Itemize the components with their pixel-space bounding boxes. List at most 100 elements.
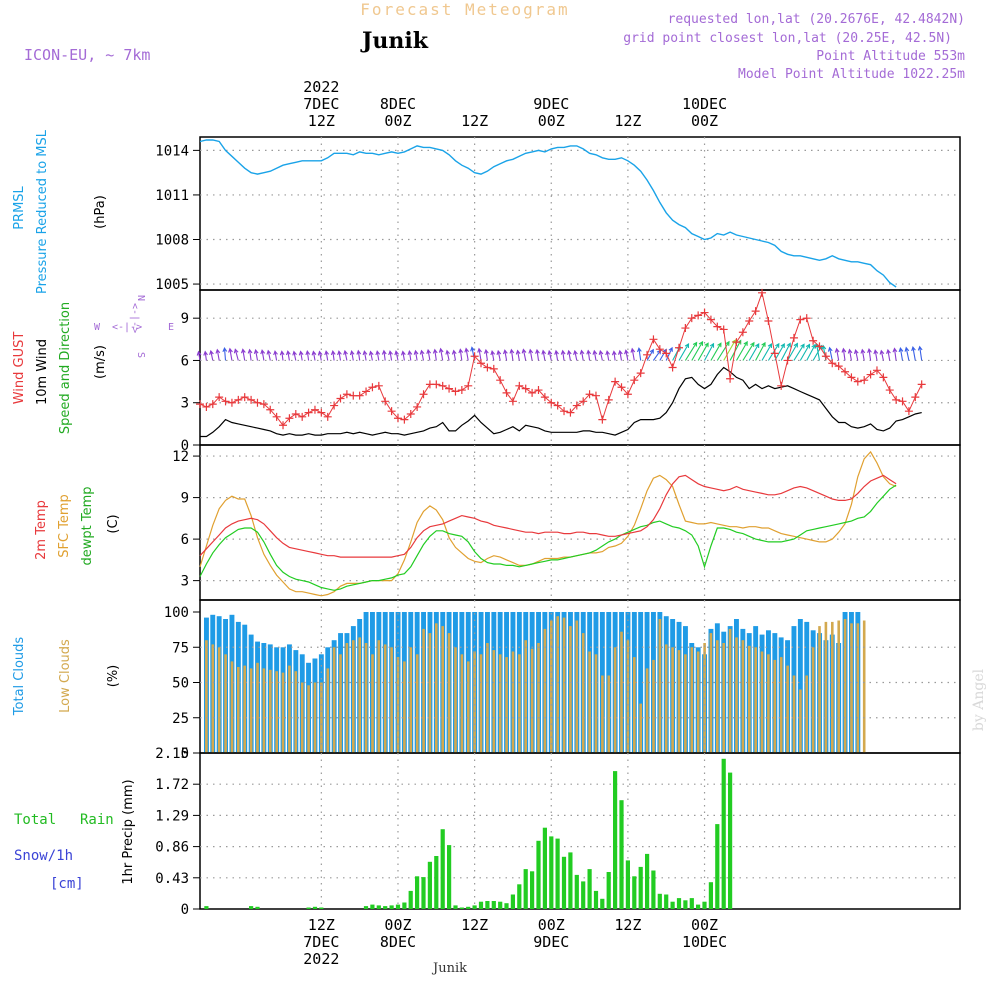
y-tick-label: 9 [181, 311, 189, 327]
wind-arrow [617, 349, 623, 361]
low-cloud-bar [658, 619, 662, 753]
low-cloud-bar [256, 662, 259, 753]
y-tick-label: 0.86 [155, 840, 189, 856]
precip-bar [466, 906, 471, 909]
temp-ylabel: (C) [106, 514, 121, 533]
time-axis-label: 00Z [384, 916, 411, 934]
time-axis-label: 12Z [308, 112, 335, 130]
precip-bar [434, 856, 439, 909]
wind-arrow [605, 350, 611, 361]
gust-marker [809, 336, 818, 345]
gust-marker [783, 356, 792, 365]
gust-marker [477, 359, 486, 368]
low-cloud-bar [818, 626, 821, 753]
precip-bar [312, 906, 318, 909]
wind-arrow [515, 349, 521, 361]
low-cloud-bar [364, 643, 368, 753]
gust-marker [317, 408, 326, 417]
precip-bar [255, 906, 260, 909]
precip-bar [249, 906, 254, 909]
wind-arrow [847, 348, 853, 361]
gust-marker [681, 324, 690, 333]
wind-arrow [483, 348, 489, 361]
low-cloud-bar [831, 621, 834, 753]
model-altitude: Model Point Altitude 1022.25m [738, 67, 965, 82]
wind-arrow [528, 348, 534, 361]
temperature-y-ticks: 12 9 6 3 [172, 449, 200, 590]
gust-marker [413, 402, 422, 411]
time-axis-label: 12Z [614, 916, 641, 934]
precip-bar [383, 906, 388, 909]
wind-arrow [502, 349, 508, 361]
low-cloud-bar [224, 654, 227, 753]
gust-marker [285, 414, 294, 423]
time-axis-label: 2022 [303, 950, 339, 968]
precip-bar [593, 890, 599, 909]
temp-label-sfc: SFC Temp [57, 494, 72, 558]
gust-marker [368, 383, 377, 392]
precip-bar [363, 906, 369, 909]
precip-bar [530, 871, 535, 909]
low-cloud-bar [518, 654, 521, 753]
wind-arrow [547, 349, 553, 361]
gust-marker [745, 317, 754, 325]
time-axis-label: 7DEC [303, 95, 339, 113]
low-cloud-bar [773, 659, 777, 753]
compass-n: N [135, 295, 146, 301]
y-tick-label: 1.29 [155, 808, 189, 824]
gust-marker [796, 315, 805, 324]
wind-arrow [324, 350, 330, 361]
low-cloud-bar [243, 665, 246, 753]
wind-gust-markers [196, 289, 926, 430]
wind-panel: 9 6 3 0 Wind GUST 10m Wind Speed and Direct… [12, 289, 961, 454]
gust-marker [342, 390, 351, 399]
gust-marker [406, 410, 415, 418]
time-axis-label: 9DEC [533, 933, 569, 951]
wind-arrow [886, 348, 891, 361]
gust-marker [393, 414, 402, 423]
precip-bar [447, 845, 452, 909]
low-cloud-bar [345, 643, 349, 753]
low-cloud-bar [639, 703, 642, 753]
pressure-panel: 1014 1011 1008 1005 PRMSL Pressure Reduced … [12, 129, 961, 294]
gust-marker [700, 308, 709, 317]
gust-marker [227, 398, 236, 407]
low-cloud-bar [326, 668, 330, 753]
gust-marker [579, 397, 588, 406]
wind-frame [199, 289, 961, 446]
model-label: ICON-EU, ~ 7km [24, 46, 150, 64]
low-cloud-bar [435, 623, 438, 753]
low-cloud-bar [837, 620, 840, 753]
wind-arrow [285, 350, 291, 361]
y-tick-label: 3 [181, 396, 189, 412]
time-axis-label: 8DEC [380, 95, 416, 113]
wind-arrow [624, 349, 629, 361]
gust-marker [706, 315, 715, 324]
gust-marker [528, 388, 537, 397]
precip-bar [702, 901, 707, 909]
low-cloud-bar [581, 633, 585, 753]
low-cloud-bar [371, 654, 374, 753]
low-cloud-bar [441, 626, 444, 753]
wind-arrow [407, 349, 413, 361]
low-cloud-bar [205, 640, 208, 753]
precip-bar [606, 872, 611, 909]
cloud-bars [204, 612, 866, 754]
low-cloud-bar [262, 668, 266, 753]
temperature-panel: 12 9 6 3 2m Temp SFC Temp dewpt Temp (C) [34, 444, 961, 601]
precip-label-rain: Rain [80, 812, 114, 828]
wind-arrow [566, 349, 572, 361]
precip-bar [370, 904, 375, 909]
wind-arrow [394, 350, 400, 361]
wind-arrow [228, 347, 233, 361]
gust-marker [598, 415, 607, 424]
low-cloud-bar [249, 668, 253, 753]
precip-bar [510, 894, 515, 909]
gust-marker [247, 395, 256, 404]
gust-marker [815, 342, 824, 351]
gust-marker [451, 387, 460, 396]
gust-marker [330, 401, 339, 410]
gust-marker [834, 362, 843, 371]
credit-text: by Angel [971, 668, 987, 731]
gust-marker [483, 363, 492, 372]
